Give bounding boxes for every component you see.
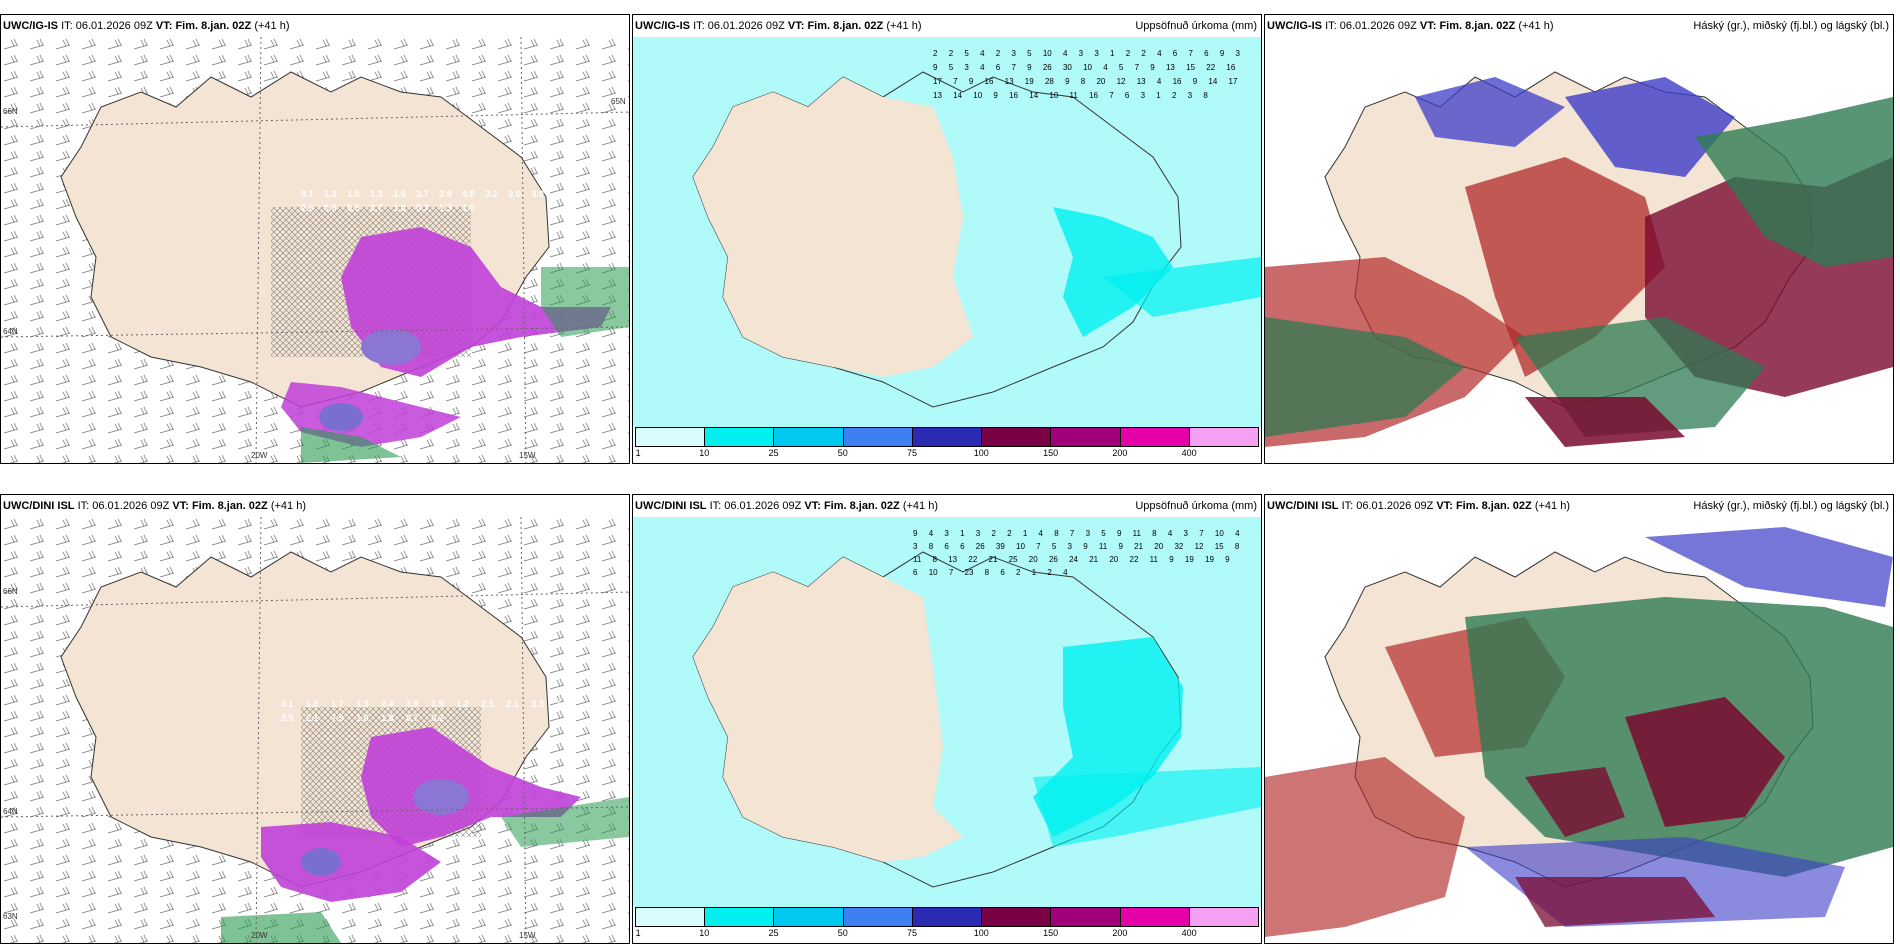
scale-cell: [774, 428, 844, 446]
panel-header: UWC/DINI ISL IT: 06.01.2026 09Z VT: Fim.…: [1265, 495, 1893, 517]
snow-band-south: [281, 382, 461, 447]
panel-title-right: Uppsöfnuð úrkoma (mm): [1135, 500, 1257, 512]
scale-tick: 50: [837, 448, 848, 458]
scale-tick: 1: [635, 928, 641, 938]
lon-label-15w: 15W: [519, 931, 536, 940]
precip-color-scale: 1 10 25 50 75 100 150 200 400: [635, 427, 1259, 461]
panel-igis-wind: UWC/IG-IS IT: 06.01.2026 09Z VT: Fim. 8.…: [0, 14, 630, 464]
scale-tick: 1: [635, 448, 641, 458]
scale-cell: [1189, 908, 1258, 926]
scale-cell: [982, 908, 1052, 926]
panel-title-left: UWC/DINI ISL IT: 06.01.2026 09Z VT: Fim.…: [3, 500, 306, 512]
scale-tick: 200: [1112, 448, 1128, 458]
panel-title-left: UWC/IG-IS IT: 06.01.2026 09Z VT: Fim. 8.…: [635, 20, 922, 32]
scale-cell: [843, 428, 913, 446]
map-clouds: [1265, 37, 1893, 463]
wind-map-svg: [1, 517, 629, 943]
scale-tick: 25: [768, 448, 779, 458]
scale-labels: 1 10 25 50 75 100 150 200 400: [635, 447, 1259, 461]
panel-title-left: UWC/IG-IS IT: 06.01.2026 09Z VT: Fim. 8.…: [1267, 20, 1554, 32]
scale-tick: 200: [1112, 928, 1128, 938]
panel-dini-clouds: UWC/DINI ISL IT: 06.01.2026 09Z VT: Fim.…: [1264, 494, 1894, 944]
lat-label-66n: 66N: [3, 107, 18, 116]
snow-band-south: [261, 822, 441, 902]
panel-igis-precip: UWC/IG-IS IT: 06.01.2026 09Z VT: Fim. 8.…: [632, 14, 1262, 464]
scale-cell: [912, 428, 983, 446]
scale-cell: [982, 428, 1052, 446]
map-wind-snow: 0.1 1.6 1.7 1.3 2.4 3.9 1.9 1.2 2.5 2.1 …: [1, 517, 629, 943]
map-clouds: [1265, 517, 1893, 943]
panel-igis-clouds: UWC/IG-IS IT: 06.01.2026 09Z VT: Fim. 8.…: [1264, 14, 1894, 464]
dry-area: [693, 557, 963, 862]
scale-tick: 10: [699, 448, 710, 458]
scale-tick: 150: [1043, 928, 1059, 938]
cloud-map-svg: [1265, 517, 1893, 943]
value-labels: 9 4 3 1 3 2 2 1 4 8 7 3 5 9 11 8 4 3 7 1…: [913, 529, 1240, 577]
scale-tick: 75: [907, 928, 918, 938]
scale-cell: [1120, 908, 1190, 926]
panel-dini-wind: UWC/DINI ISL IT: 06.01.2026 09Z VT: Fim.…: [0, 494, 630, 944]
panel-header: UWC/IG-IS IT: 06.01.2026 09Z VT: Fim. 8.…: [1265, 15, 1893, 37]
scale-cells: [635, 907, 1259, 927]
scale-tick: 50: [837, 928, 848, 938]
scale-labels: 1 10 25 50 75 100 150 200 400: [635, 927, 1259, 941]
dry-area: [693, 77, 973, 377]
lon-label-20w: 20W: [251, 451, 268, 460]
cloud-map-svg: [1265, 37, 1893, 463]
scale-cell: [705, 908, 775, 926]
precip-map-svg: [633, 37, 1261, 427]
panel-header: UWC/DINI ISL IT: 06.01.2026 09Z VT: Fim.…: [1, 495, 629, 517]
scale-tick: 75: [907, 448, 918, 458]
scale-tick: 150: [1043, 448, 1059, 458]
lat-label-66n: 66N: [3, 587, 18, 596]
panel-title-left: UWC/IG-IS IT: 06.01.2026 09Z VT: Fim. 8.…: [3, 20, 290, 32]
wind-map-svg: [1, 37, 629, 463]
panel-header: UWC/IG-IS IT: 06.01.2026 09Z VT: Fim. 8.…: [1, 15, 629, 37]
panel-dini-precip: UWC/DINI ISL IT: 06.01.2026 09Z VT: Fim.…: [632, 494, 1262, 944]
panel-title-left: UWC/DINI ISL IT: 06.01.2026 09Z VT: Fim.…: [635, 500, 938, 512]
lon-label-20w: 20W: [251, 931, 268, 940]
value-labels: 2 2 5 4 2 3 5 10 4 3 3 1 2 2 4 6 7 6 9 3…: [933, 49, 1240, 100]
panel-title-right: Uppsöfnuð úrkoma (mm): [1135, 20, 1257, 32]
scale-cells: [635, 427, 1259, 447]
scale-tick: 100: [973, 928, 989, 938]
panel-header: UWC/DINI ISL IT: 06.01.2026 09Z VT: Fim.…: [633, 495, 1261, 517]
scale-cell: [1051, 908, 1121, 926]
scale-cell: [1051, 428, 1121, 446]
scale-cell: [774, 908, 844, 926]
scale-cell: [912, 908, 983, 926]
panel-title-right: Háský (gr.), miðský (fj.bl.) og lágský (…: [1693, 20, 1889, 32]
panel-header: UWC/IG-IS IT: 06.01.2026 09Z VT: Fim. 8.…: [633, 15, 1261, 37]
precip-map-svg: [633, 517, 1261, 907]
lat-label-64n: 64N: [3, 327, 18, 336]
scale-cell: [1189, 428, 1258, 446]
map-precip: 2 2 5 4 2 3 5 10 4 3 3 1 2 2 4 6 7 6 9 3…: [633, 37, 1261, 463]
lat-label-65n: 65N: [611, 97, 626, 106]
scale-cell: [705, 428, 775, 446]
map-wind-snow: 0.1 1.3 1.5 1.3 1.5 3.7 2.9 4.0 3.2 2.0 …: [1, 37, 629, 463]
precip-color-scale: 1 10 25 50 75 100 150 200 400: [635, 907, 1259, 941]
lat-label-63n: 63N: [3, 912, 18, 921]
value-labels: 0.1 1.3 1.5 1.3 1.5 3.7 2.9 4.0 3.2 2.0 …: [301, 189, 544, 213]
scale-cell: [843, 908, 913, 926]
rain-band: [541, 267, 629, 337]
scale-tick: 100: [973, 448, 989, 458]
lon-label-15w: 15W: [519, 451, 536, 460]
scale-tick: 25: [768, 928, 779, 938]
scale-cell: [636, 908, 706, 926]
panel-title-right: Háský (gr.), miðský (fj.bl.) og lágský (…: [1693, 500, 1889, 512]
scale-cell: [636, 428, 706, 446]
panel-title-left: UWC/DINI ISL IT: 06.01.2026 09Z VT: Fim.…: [1267, 500, 1570, 512]
scale-cell: [1120, 428, 1190, 446]
scale-tick: 10: [699, 928, 710, 938]
scale-tick: 400: [1181, 448, 1197, 458]
scale-tick: 400: [1181, 928, 1197, 938]
map-precip: 9 4 3 1 3 2 2 1 4 8 7 3 5 9 11 8 4 3 7 1…: [633, 517, 1261, 943]
value-labels: 0.1 1.6 1.7 1.3 2.4 3.9 1.9 1.2 2.5 2.1 …: [281, 699, 569, 723]
lat-label-64n: 64N: [3, 807, 18, 816]
